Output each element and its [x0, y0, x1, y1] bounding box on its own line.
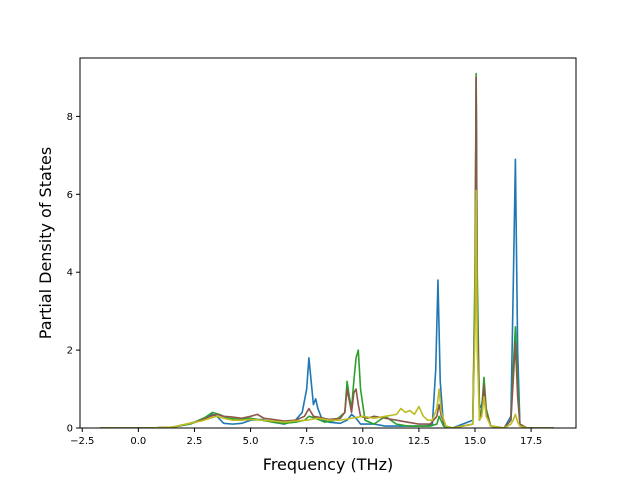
y-tick-label: 4: [67, 268, 73, 279]
y-tick-label: 2: [67, 346, 73, 357]
series-layer: [99, 72, 555, 428]
plot-area: [80, 58, 576, 428]
series-line-4: [99, 189, 555, 428]
x-axis-ticks: −2.5 0.0 2.5 5.0 7.5 10.0 12.5 15.0 17.5: [70, 428, 542, 447]
x-tick-label: 10.0: [352, 436, 374, 447]
y-tick-label: 0: [67, 424, 73, 435]
x-tick-label: −2.5: [70, 436, 94, 447]
x-tick-label: 0.0: [130, 436, 146, 447]
x-tick-label: 2.5: [187, 436, 203, 447]
x-tick-label: 15.0: [464, 436, 486, 447]
axes-frame: [79, 57, 577, 429]
x-tick-label: 5.0: [243, 436, 259, 447]
x-tick-label: 7.5: [299, 436, 315, 447]
y-tick-label: 8: [67, 112, 73, 123]
y-tick-label: 6: [67, 190, 73, 201]
x-tick-label: 12.5: [408, 436, 430, 447]
y-axis-label: Partial Density of States: [36, 147, 55, 339]
x-axis-label: Frequency (THz): [263, 455, 393, 474]
x-tick-label: 17.5: [520, 436, 542, 447]
y-axis-ticks: 0 2 4 6 8: [67, 112, 80, 435]
